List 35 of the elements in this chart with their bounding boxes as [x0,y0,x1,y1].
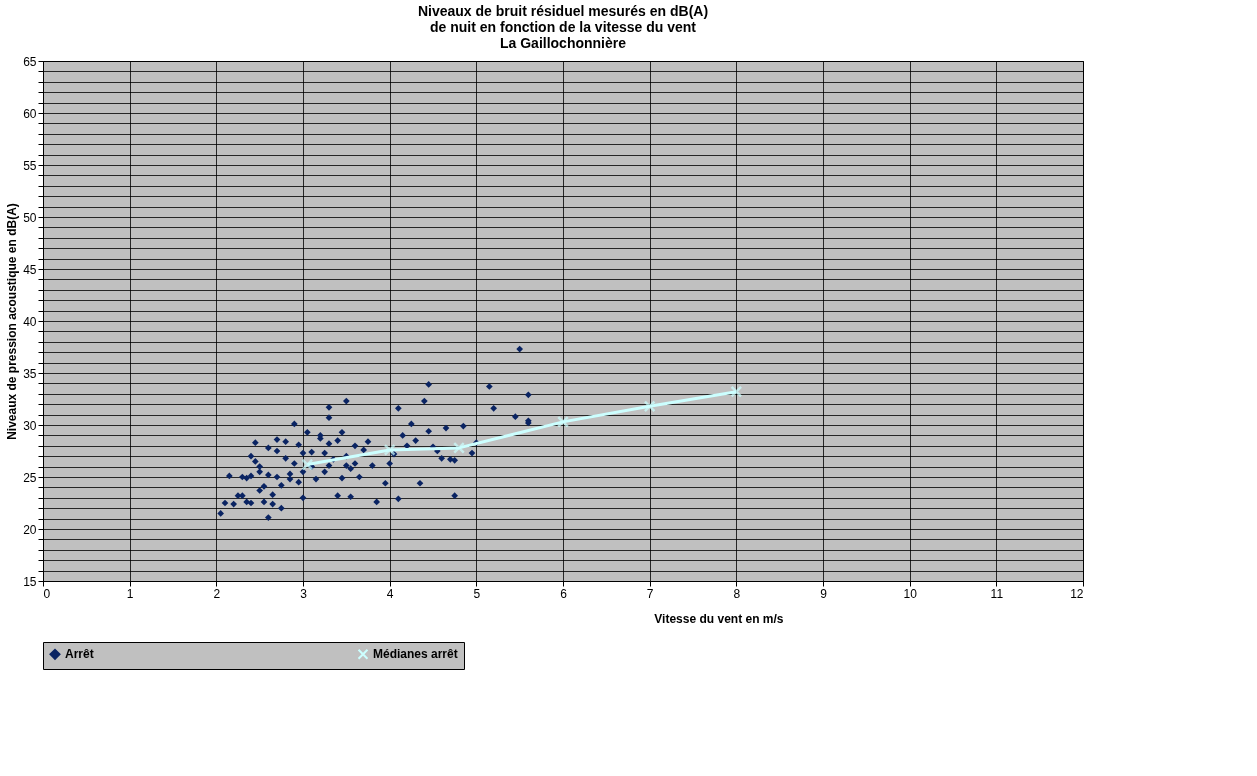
y-tick-label: 25 [23,470,37,485]
x-tick-label: 8 [733,586,741,601]
x-tick-label: 4 [386,586,394,601]
point [301,458,314,471]
x-tick-label: 3 [300,586,308,601]
y-tick-label: 40 [23,314,37,329]
x-tick-label: 7 [646,586,654,601]
x-tick-label: 9 [820,586,828,601]
x-tick-label: 5 [473,586,481,601]
point [643,400,656,413]
y-tick-label: 55 [23,158,37,173]
y-tick-label: 45 [23,262,37,277]
y-tick-label: 50 [23,210,37,225]
x-tick-label: 1 [126,586,134,601]
x-tick-label: 12 [1070,586,1084,601]
x-tick-label: 11 [990,586,1004,601]
y-tick-label: 35 [23,366,37,381]
x-axis-title: Vitesse du vent en m/s [654,611,784,626]
point [383,443,396,456]
x-tick-label: 2 [213,586,221,601]
y-tick-label: 30 [23,418,37,433]
point [453,441,465,454]
y-tick-label: 15 [23,574,37,589]
chart-title: Niveaux de bruit résiduel mesurés en dB(A) de nuit en fonction de la vitesse du vent La Gaillochonnière [417,3,709,51]
y-tick-label: 20 [23,522,37,537]
x-tick-label: 0 [43,586,51,601]
y-tick-label: 60 [23,106,37,121]
point [557,415,569,428]
y-tick-label: 65 [23,54,37,69]
legend-label: Arrêt [65,647,94,662]
x-tick-label: 10 [903,586,918,601]
x-tick-label: 6 [560,586,568,601]
y-axis-title: Niveaux de pression acoustique en dB(A) [5,203,20,440]
point [730,385,743,398]
legend-label: Médianes arrêt [373,647,458,662]
